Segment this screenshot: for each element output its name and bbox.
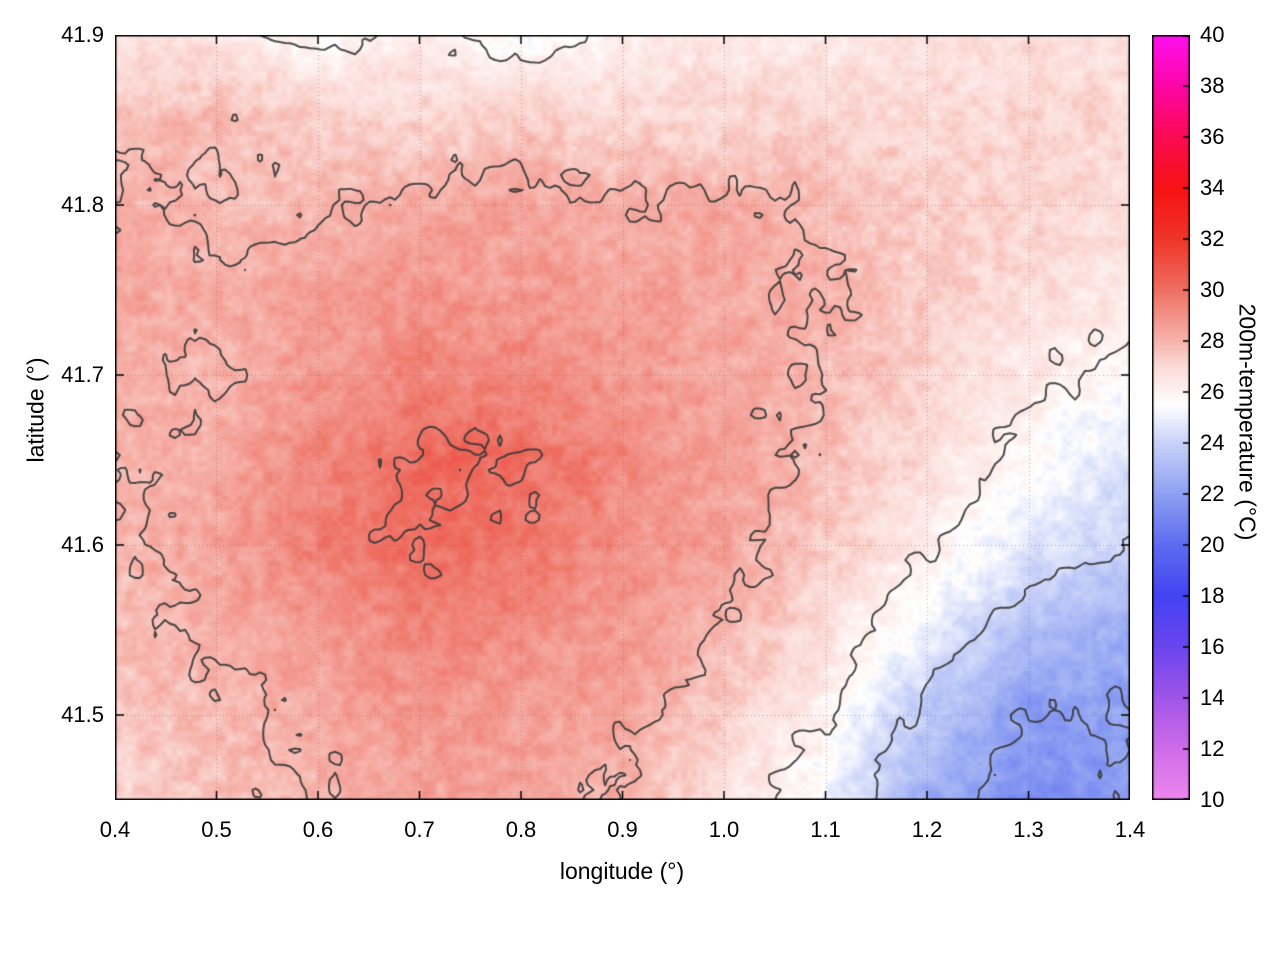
colorbar-tick-label: 30 (1200, 277, 1225, 302)
y-tick-label: 41.6 (61, 532, 104, 557)
x-tick-label: 1.2 (911, 817, 943, 842)
colorbar-tick-label: 28 (1200, 328, 1225, 353)
colorbar-tick-label: 12 (1200, 736, 1225, 761)
y-tick-label: 41.7 (61, 362, 104, 387)
x-axis-label: longitude (°) (559, 858, 685, 884)
x-tick-label: 1.3 (1013, 817, 1044, 842)
colorbar-tick-label: 20 (1200, 532, 1225, 557)
y-tick-label: 41.9 (61, 22, 104, 47)
colorbar-tick-label: 18 (1200, 583, 1225, 608)
colorbar-tick-label: 40 (1200, 22, 1225, 47)
colorbar-tick-label: 22 (1200, 481, 1225, 506)
colorbar-tick-label: 38 (1200, 73, 1225, 98)
y-tick-label: 41.5 (61, 702, 104, 727)
y-tick-label: 41.8 (61, 192, 104, 217)
colorbar-tick-label: 32 (1200, 226, 1225, 251)
colorbar-tick-label: 34 (1200, 175, 1225, 200)
colorbar-tick-label: 26 (1200, 379, 1225, 404)
colorbar-tick-label: 14 (1200, 685, 1225, 710)
x-tick-label: 1.0 (708, 817, 740, 842)
colorbar-tick-label: 16 (1200, 634, 1225, 659)
x-tick-label: 1.1 (810, 817, 841, 842)
x-tick-label: 0.6 (302, 817, 334, 842)
x-tick-label: 0.9 (607, 817, 638, 842)
x-tick-label: 0.5 (201, 817, 232, 842)
colorbar-tick-label: 36 (1200, 124, 1225, 149)
colorbar-canvas (1152, 35, 1190, 800)
heatmap-plot-canvas (115, 35, 1130, 800)
colorbar-tick-label: 10 (1200, 787, 1225, 812)
x-tick-label: 0.7 (404, 817, 435, 842)
x-tick-label: 0.8 (505, 817, 537, 842)
x-tick-label: 1.4 (1114, 817, 1146, 842)
colorbar-tick-label: 24 (1200, 430, 1225, 455)
x-tick-label: 0.4 (99, 817, 131, 842)
